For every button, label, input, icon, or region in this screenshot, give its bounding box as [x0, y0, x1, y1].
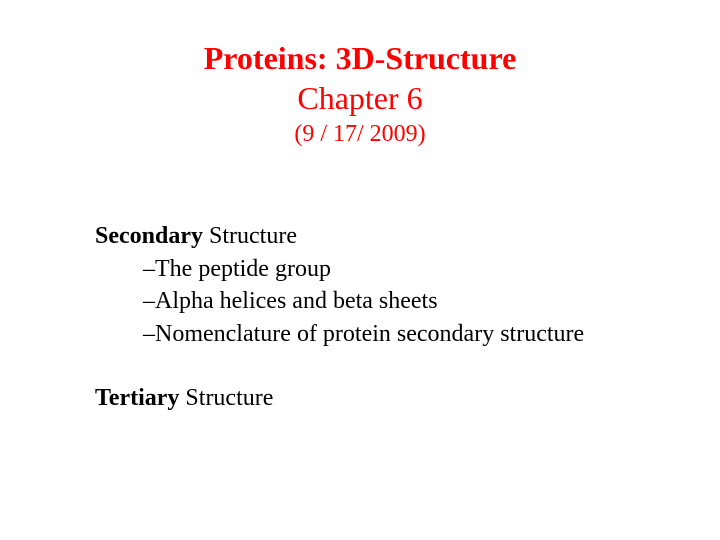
title-main: Proteins: 3D-Structure [60, 38, 660, 78]
slide-container: Proteins: 3D-Structure Chapter 6 (9 / 17… [0, 0, 720, 540]
content-block: Secondary Structure –The peptide group –… [60, 220, 660, 414]
secondary-rest: Structure [203, 223, 297, 249]
bullet-alpha-beta: –Alpha helices and beta sheets [95, 285, 660, 317]
tertiary-bold: Tertiary [95, 385, 179, 411]
tertiary-rest: Structure [179, 385, 273, 411]
title-chapter: Chapter 6 [60, 78, 660, 118]
spacer [95, 350, 660, 382]
section-secondary: Secondary Structure [95, 220, 660, 252]
secondary-bold: Secondary [95, 223, 203, 249]
bullet-peptide: –The peptide group [95, 253, 660, 285]
title-date: (9 / 17/ 2009) [60, 118, 660, 150]
section-tertiary: Tertiary Structure [95, 382, 660, 414]
title-block: Proteins: 3D-Structure Chapter 6 (9 / 17… [60, 38, 660, 150]
bullet-nomenclature: –Nomenclature of protein secondary struc… [95, 318, 660, 350]
